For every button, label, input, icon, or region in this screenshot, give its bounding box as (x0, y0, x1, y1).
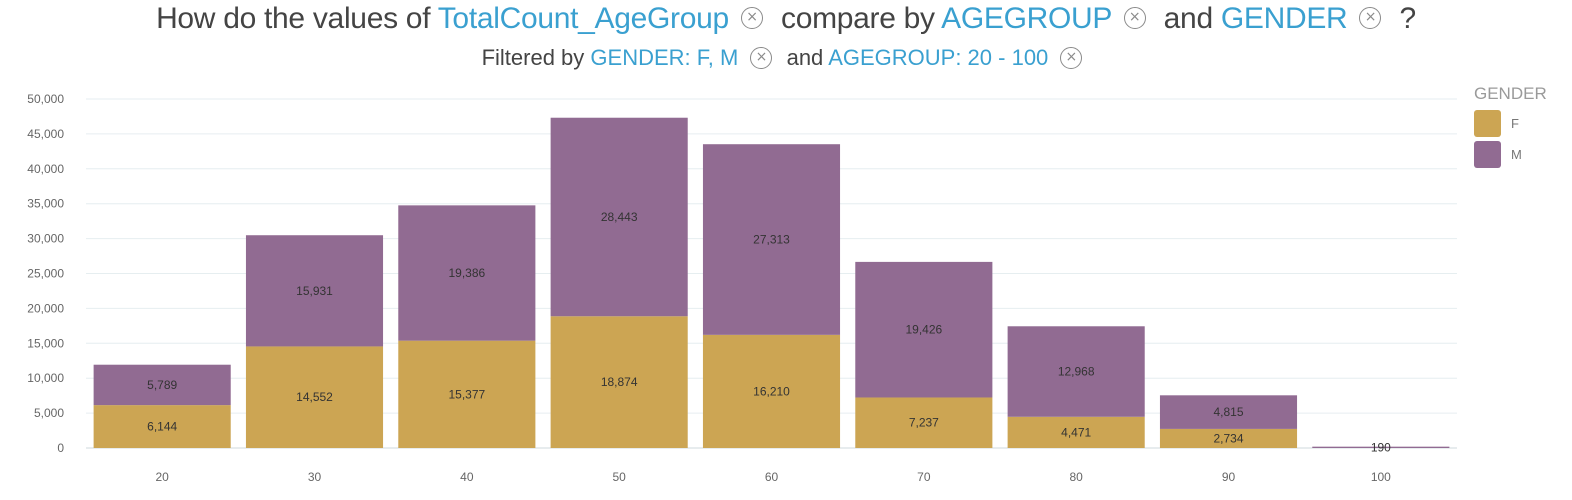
subtitle-and: and (786, 45, 824, 70)
data-label: 6,144 (147, 420, 177, 434)
data-label: 15,377 (448, 387, 485, 401)
data-label: 19,426 (905, 323, 942, 337)
bar-m-80[interactable] (1007, 326, 1145, 417)
data-label: 14,552 (296, 390, 333, 404)
bar-m-60[interactable] (702, 144, 841, 335)
bar-f-70[interactable] (855, 397, 993, 448)
x-tick-label: 90 (1222, 470, 1236, 484)
measure-link[interactable]: TotalCount_AgeGroup (437, 2, 729, 35)
filter-subtitle: Filtered by GENDER: F, M × and AGEGROUP:… (0, 45, 1572, 72)
legend: GENDER F M (1474, 84, 1547, 170)
bar-f-60[interactable] (702, 334, 841, 448)
legend-item-f[interactable]: F (1474, 108, 1547, 139)
data-label: 19,386 (448, 266, 485, 280)
filter-agegroup-link[interactable]: AGEGROUP: 20 - 100 (828, 45, 1049, 70)
legend-item-m[interactable]: M (1474, 139, 1547, 170)
title-prefix: How do the values of (156, 2, 431, 35)
data-label: 190 (1371, 440, 1391, 454)
subtitle-prefix: Filtered by (481, 45, 585, 70)
x-tick-label: 60 (765, 470, 779, 484)
x-tick-label: 100 (1371, 470, 1391, 484)
dimension-agegroup-link[interactable]: AGEGROUP (941, 2, 1112, 35)
bar-m-70[interactable] (855, 261, 993, 398)
y-tick-label: 30,000 (27, 232, 64, 246)
title-and: and (1163, 2, 1213, 35)
bar-f-30[interactable] (245, 346, 384, 448)
y-tick-label: 40,000 (27, 162, 64, 176)
y-tick-label: 45,000 (27, 127, 64, 141)
x-tick-label: 70 (917, 470, 931, 484)
y-tick-label: 25,000 (27, 267, 64, 281)
remove-filter-gender-icon[interactable]: × (750, 46, 773, 69)
bar-m-90[interactable] (1159, 395, 1298, 429)
data-label: 27,313 (753, 233, 790, 247)
data-label: 4,815 (1213, 405, 1243, 419)
data-label: 12,968 (1058, 365, 1095, 379)
data-label: 28,443 (601, 210, 638, 224)
bar-m-20[interactable] (93, 364, 231, 406)
data-label: 2,734 (1213, 431, 1243, 445)
bar-m-30[interactable] (245, 235, 384, 347)
bar-f-90[interactable] (1159, 428, 1298, 448)
data-label: 4,471 (1061, 425, 1091, 439)
bar-m-40[interactable] (398, 205, 536, 341)
y-tick-label: 5,000 (34, 406, 64, 420)
legend-label-m: M (1511, 147, 1522, 162)
bar-f-20[interactable] (93, 405, 231, 448)
y-tick-label: 35,000 (27, 197, 64, 211)
chart-title: How do the values of TotalCount_AgeGroup… (0, 2, 1572, 36)
dimension-gender-link[interactable]: GENDER (1220, 2, 1348, 35)
y-tick-label: 50,000 (27, 92, 64, 106)
legend-title: GENDER (1474, 84, 1547, 103)
x-tick-label: 20 (155, 470, 169, 484)
y-tick-label: 10,000 (27, 371, 64, 385)
bar-f-40[interactable] (398, 340, 536, 448)
bar-f-80[interactable] (1007, 416, 1145, 448)
x-tick-label: 50 (612, 470, 626, 484)
remove-agegroup-icon[interactable]: × (1123, 7, 1146, 30)
data-label: 5,789 (147, 378, 177, 392)
data-label: 15,931 (296, 284, 333, 298)
remove-gender-icon[interactable]: × (1359, 7, 1382, 30)
bar-m-50[interactable] (550, 117, 688, 317)
y-tick-label: 15,000 (27, 336, 64, 350)
y-tick-label: 0 (57, 441, 64, 455)
legend-swatch-m (1474, 141, 1501, 168)
legend-label-f: F (1511, 116, 1519, 131)
title-suffix: ? (1399, 2, 1417, 35)
data-label: 16,210 (753, 384, 790, 398)
x-tick-label: 80 (1069, 470, 1083, 484)
remove-measure-icon[interactable]: × (740, 7, 763, 30)
bar-m-100[interactable] (1312, 446, 1450, 448)
bar-f-50[interactable] (550, 316, 688, 448)
legend-swatch-f (1474, 110, 1501, 137)
data-label: 18,874 (601, 375, 638, 389)
filter-gender-link[interactable]: GENDER: F, M (590, 45, 739, 70)
y-tick-label: 20,000 (27, 301, 64, 315)
x-tick-label: 40 (460, 470, 474, 484)
title-middle: compare by (781, 2, 935, 35)
x-tick-label: 30 (308, 470, 322, 484)
remove-filter-agegroup-icon[interactable]: × (1060, 46, 1083, 69)
data-label: 7,237 (909, 416, 939, 430)
